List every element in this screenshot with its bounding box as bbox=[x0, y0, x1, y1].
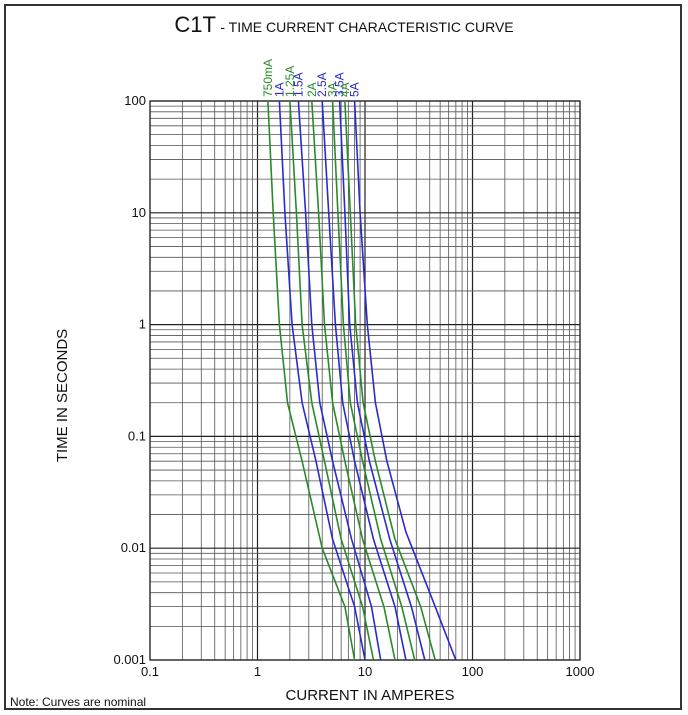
y-axis-label: TIME IN SECONDS bbox=[54, 329, 71, 462]
x-tick-label: 10 bbox=[358, 664, 372, 679]
x-axis-label: CURRENT IN AMPERES bbox=[286, 687, 455, 704]
series-line bbox=[344, 100, 436, 661]
series-label: 5A bbox=[348, 82, 362, 97]
footnote: Note: Curves are nominal bbox=[10, 695, 147, 709]
series-line bbox=[321, 100, 407, 661]
y-tick-label: 0.001 bbox=[113, 652, 146, 667]
series-label: 3.5A bbox=[333, 72, 347, 97]
y-tick-label: 100 bbox=[124, 93, 146, 108]
series-label: 3A bbox=[326, 82, 340, 97]
series-label: 750mA bbox=[261, 59, 275, 97]
chart-title: C1T - TIME CURRENT CHARACTERISTIC CURVE bbox=[0, 12, 688, 38]
x-tick-label: 100 bbox=[462, 664, 484, 679]
y-tick-label: 0.1 bbox=[128, 428, 146, 443]
series-label: 1.5A bbox=[291, 72, 305, 97]
chart-frame bbox=[4, 4, 682, 710]
y-tick-label: 10 bbox=[132, 205, 146, 220]
y-tick-label: 0.01 bbox=[121, 540, 146, 555]
series-line bbox=[311, 100, 396, 661]
series-label: 4A bbox=[338, 82, 352, 97]
x-tick-label: 0.1 bbox=[141, 664, 159, 679]
series-line bbox=[289, 100, 375, 661]
chart-title-model: C1T bbox=[174, 12, 216, 37]
series-line bbox=[278, 100, 366, 661]
series-line bbox=[331, 100, 416, 661]
series-label: 1A bbox=[272, 82, 286, 97]
chart-title-text: - TIME CURRENT CHARACTERISTIC CURVE bbox=[220, 19, 514, 35]
series-line bbox=[338, 100, 426, 661]
chart-grid bbox=[149, 100, 581, 661]
series-line bbox=[267, 100, 356, 661]
series-line bbox=[353, 100, 457, 661]
chart-tick-labels: 0.1 1 10 100 10000.0010.010.1110100750mA1A1.… bbox=[113, 59, 594, 679]
series-label: 2A bbox=[305, 82, 319, 97]
series-label: 2.5A bbox=[315, 72, 329, 97]
x-tick-label: 1000 bbox=[566, 664, 595, 679]
chart-curves bbox=[267, 100, 457, 661]
y-tick-label: 1 bbox=[139, 317, 146, 332]
series-line bbox=[297, 100, 382, 661]
x-tick-label: 1 bbox=[254, 664, 261, 679]
series-label: 1.25A bbox=[283, 66, 297, 97]
